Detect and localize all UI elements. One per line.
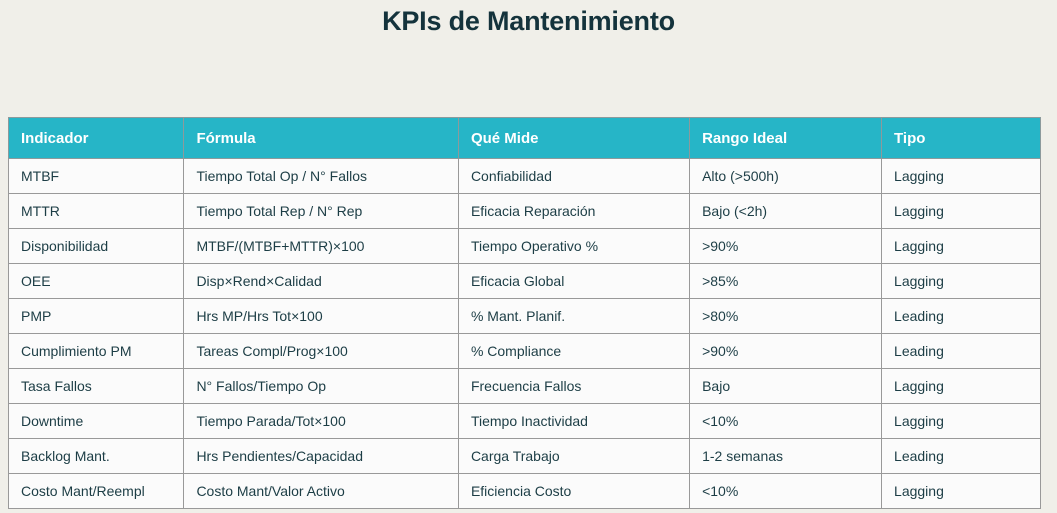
- cell-tipo: Leading: [881, 298, 1041, 334]
- page-title: KPIs de Mantenimiento: [382, 6, 675, 36]
- cell-tipo: Lagging: [881, 228, 1041, 264]
- cell-rango-ideal: 1-2 semanas: [689, 438, 883, 474]
- kpi-table: Indicador Fórmula Qué Mide Rango Ideal Tipo …: [7, 117, 1041, 509]
- cell-indicador: MTTR: [7, 193, 185, 229]
- table-header-row: Indicador Fórmula Qué Mide Rango Ideal Tipo: [7, 117, 1041, 159]
- cell-tipo: Leading: [881, 333, 1041, 369]
- cell-formula: N° Fallos/Tiempo Op: [183, 368, 459, 404]
- cell-que-mide: Frecuencia Fallos: [457, 368, 691, 404]
- table-row: Costo Mant/Reempl Costo Mant/Valor Activo…: [7, 473, 1041, 509]
- cell-formula: Disp×Rend×Calidad: [183, 263, 459, 299]
- column-header-tipo: Tipo: [881, 117, 1041, 159]
- cell-que-mide: % Compliance: [457, 333, 691, 369]
- cell-tipo: Lagging: [881, 193, 1041, 229]
- cell-tipo: Lagging: [881, 158, 1041, 194]
- cell-indicador: Downtime: [7, 403, 185, 439]
- cell-que-mide: Tiempo Inactividad: [457, 403, 691, 439]
- table-row: Disponibilidad MTBF/(MTBF+MTTR)×100 Tiempo…: [7, 228, 1041, 264]
- cell-que-mide: Eficacia Global: [457, 263, 691, 299]
- cell-formula: Hrs Pendientes/Capacidad: [183, 438, 459, 474]
- cell-rango-ideal: >85%: [689, 263, 883, 299]
- cell-indicador: Cumplimiento PM: [7, 333, 185, 369]
- table-row: MTTR Tiempo Total Rep / N° Rep Eficacia Re…: [7, 193, 1041, 229]
- cell-tipo: Lagging: [881, 263, 1041, 299]
- cell-rango-ideal: <10%: [689, 473, 883, 509]
- cell-que-mide: Confiabilidad: [457, 158, 691, 194]
- cell-indicador: Costo Mant/Reempl: [7, 473, 185, 509]
- cell-indicador: OEE: [7, 263, 185, 299]
- cell-que-mide: Tiempo Operativo %: [457, 228, 691, 264]
- cell-rango-ideal: >90%: [689, 228, 883, 264]
- cell-formula: MTBF/(MTBF+MTTR)×100: [183, 228, 459, 264]
- cell-formula: Tareas Compl/Prog×100: [183, 333, 459, 369]
- cell-tipo: Lagging: [881, 368, 1041, 404]
- cell-tipo: Leading: [881, 438, 1041, 474]
- column-header-rango-ideal: Rango Ideal: [689, 117, 883, 159]
- column-header-formula: Fórmula: [183, 117, 459, 159]
- cell-formula: Tiempo Total Op / N° Fallos: [183, 158, 459, 194]
- table-row: MTBF Tiempo Total Op / N° Fallos Confiabil…: [7, 158, 1041, 194]
- column-header-que-mide: Qué Mide: [457, 117, 691, 159]
- cell-rango-ideal: Bajo (<2h): [689, 193, 883, 229]
- cell-que-mide: Eficiencia Costo: [457, 473, 691, 509]
- table-row: Tasa Fallos N° Fallos/Tiempo Op Frecuencia…: [7, 368, 1041, 404]
- cell-formula: Hrs MP/Hrs Tot×100: [183, 298, 459, 334]
- cell-indicador: MTBF: [7, 158, 185, 194]
- table-row: PMP Hrs MP/Hrs Tot×100% Mant. Planif. >80%…: [7, 298, 1041, 334]
- cell-indicador: Backlog Mant.: [7, 438, 185, 474]
- cell-rango-ideal: Alto (>500h): [689, 158, 883, 194]
- cell-formula: Tiempo Parada/Tot×100: [183, 403, 459, 439]
- cell-indicador: Tasa Fallos: [7, 368, 185, 404]
- table-row: Downtime Tiempo Parada/Tot×100 Tiempo Inac…: [7, 403, 1041, 439]
- column-header-indicador: Indicador: [7, 117, 185, 159]
- cell-rango-ideal: >90%: [689, 333, 883, 369]
- cell-rango-ideal: >80%: [689, 298, 883, 334]
- cell-indicador: Disponibilidad: [7, 228, 185, 264]
- cell-que-mide: Eficacia Reparación: [457, 193, 691, 229]
- cell-rango-ideal: <10%: [689, 403, 883, 439]
- cell-rango-ideal: Bajo: [689, 368, 883, 404]
- cell-que-mide: Carga Trabajo: [457, 438, 691, 474]
- cell-indicador: PMP: [7, 298, 185, 334]
- cell-tipo: Lagging: [881, 403, 1041, 439]
- table-row: Backlog Mant. Hrs Pendientes/Capacidad Car…: [7, 438, 1041, 474]
- cell-formula: Costo Mant/Valor Activo: [183, 473, 459, 509]
- cell-que-mide: % Mant. Planif.: [457, 298, 691, 334]
- table-row: Cumplimiento PM Tareas Compl/Prog×100% Co…: [7, 333, 1041, 369]
- table-body: MTBF Tiempo Total Op / N° Fallos Confiabil…: [7, 158, 1041, 509]
- cell-formula: Tiempo Total Rep / N° Rep: [183, 193, 459, 229]
- cell-tipo: Lagging: [881, 473, 1041, 509]
- table-row: OEE Disp×Rend×Calidad Eficacia Global >85% L…: [7, 263, 1041, 299]
